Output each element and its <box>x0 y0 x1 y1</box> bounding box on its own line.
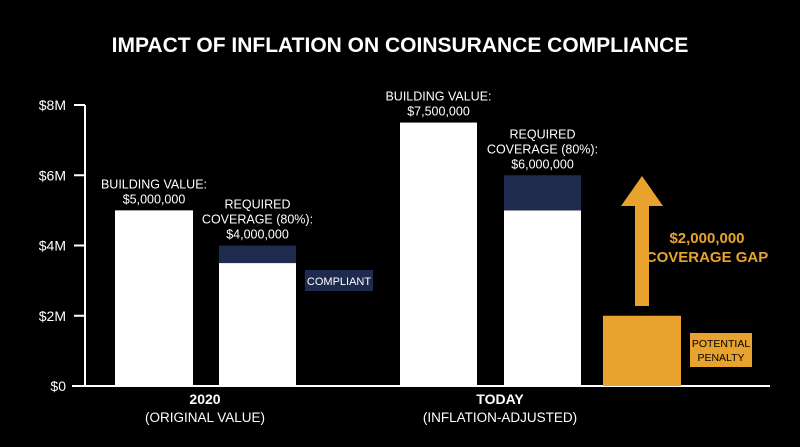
bars <box>115 122 681 386</box>
penalty-badge <box>690 333 752 367</box>
gap-amount: $2,000,000 <box>669 230 744 247</box>
required-coverage-cap <box>219 245 296 264</box>
coverage-label-line2: COVERAGE (80%): <box>487 142 598 156</box>
coverage-label-amount: $6,000,000 <box>511 157 574 171</box>
penalty-badge-line1: POTENTIAL <box>692 338 751 350</box>
building-value-label: BUILDING VALUE: <box>385 90 491 104</box>
y-tick-label: $6M <box>39 167 66 183</box>
gap-arrow-icon <box>621 176 663 306</box>
coverage-label-line1: REQUIRED <box>225 198 291 212</box>
coverage-in-force-bar <box>504 210 581 386</box>
y-tick-label: $2M <box>39 308 66 324</box>
category-label-2020: 2020 <box>189 391 220 407</box>
category-sublabel-2020: (ORIGINAL VALUE) <box>145 410 265 425</box>
penalty-badge-line2: PENALTY <box>697 352 744 364</box>
building-value-bar <box>400 122 477 386</box>
chart-title: IMPACT OF INFLATION ON COINSURANCE COMPL… <box>112 34 689 57</box>
y-tick-label: $0 <box>50 378 66 394</box>
penalty-bar <box>603 315 681 386</box>
category-label-today: TODAY <box>476 391 524 407</box>
coverage-label-amount: $4,000,000 <box>226 228 289 242</box>
y-ticks: $0 $2M $4M $6M $8M <box>39 97 85 394</box>
bar-labels: BUILDING VALUE:$5,000,000 REQUIREDCOVERAG… <box>101 90 598 242</box>
building-value-amount: $7,500,000 <box>407 105 470 119</box>
compliant-badge <box>305 270 373 291</box>
building-value-amount: $5,000,000 <box>123 192 186 206</box>
y-tick-label: $8M <box>39 97 66 113</box>
required-coverage-cap <box>504 175 581 211</box>
coverage-in-force-bar <box>219 263 296 386</box>
building-value-bar <box>115 210 193 386</box>
building-value-label: BUILDING VALUE: <box>101 177 207 191</box>
y-tick-label: $4M <box>39 238 66 254</box>
compliant-badge-text: COMPLIANT <box>307 276 371 288</box>
coverage-label-line1: REQUIRED <box>510 127 576 141</box>
coverage-label-line2: COVERAGE (80%): <box>202 213 313 227</box>
category-sublabel-today: (INFLATION-ADJUSTED) <box>423 410 577 425</box>
gap-caption: COVERAGE GAP <box>646 249 769 266</box>
